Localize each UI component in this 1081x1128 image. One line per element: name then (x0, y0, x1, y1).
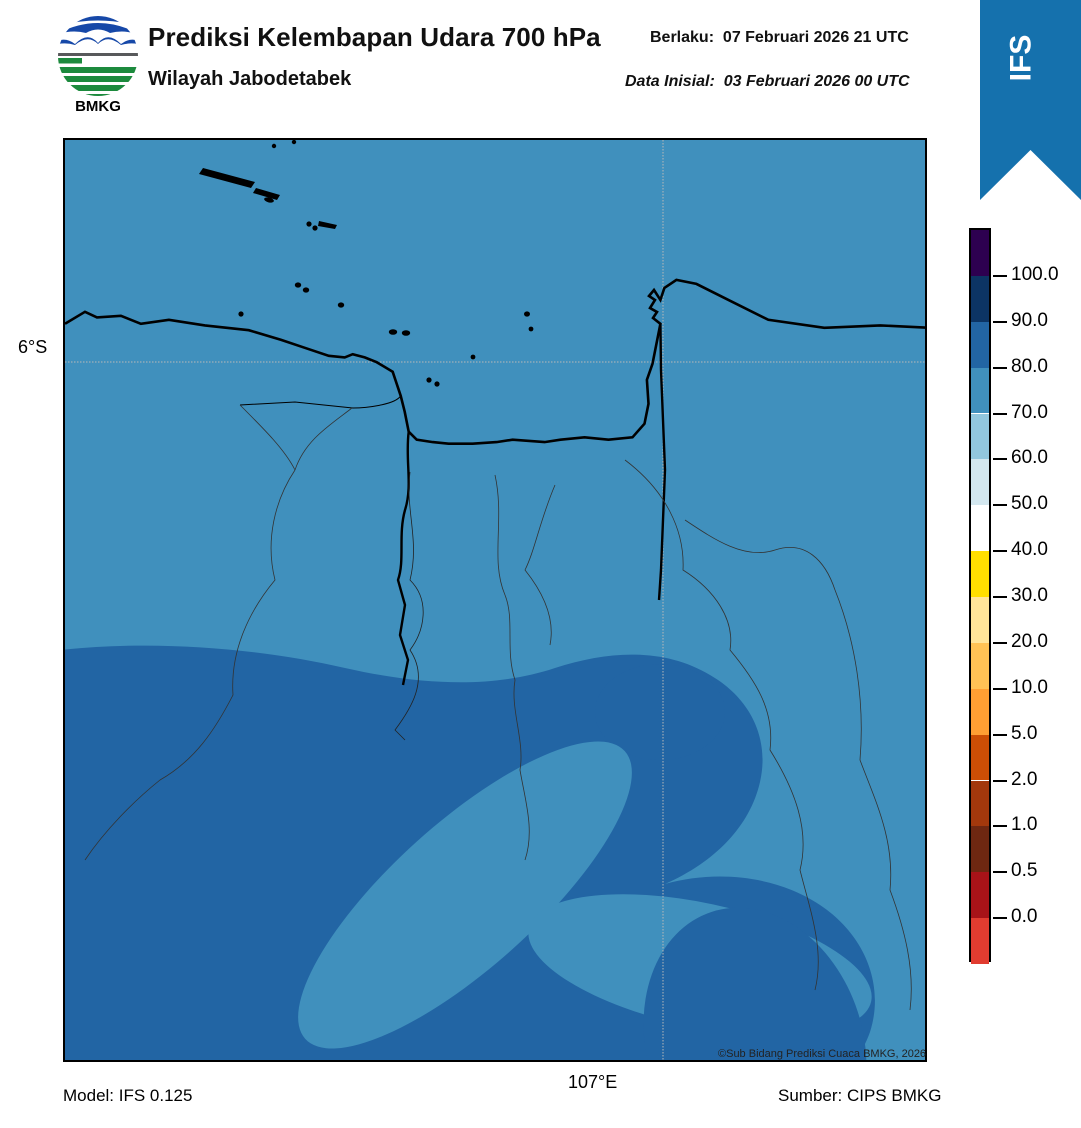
svg-text:BMKG: BMKG (75, 98, 121, 114)
svg-text:IFS: IFS (1005, 35, 1038, 82)
